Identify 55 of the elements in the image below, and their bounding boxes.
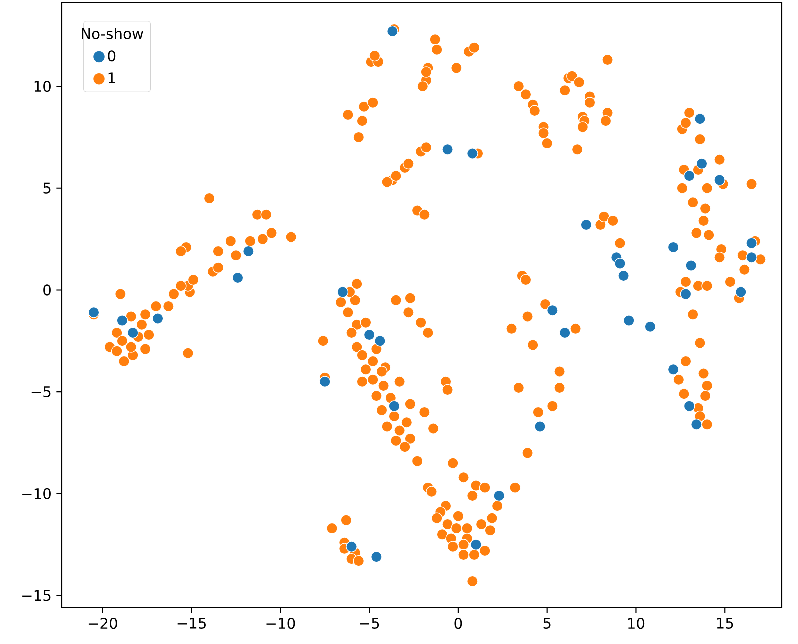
point — [680, 288, 692, 300]
y-tick-label: −15 — [22, 590, 51, 602]
x-tick-label: −15 — [178, 618, 206, 629]
y-tick-label: −10 — [22, 488, 51, 500]
point — [623, 315, 635, 326]
point — [467, 148, 478, 160]
point — [559, 327, 571, 339]
x-tick-label: −20 — [88, 618, 118, 630]
point — [668, 242, 680, 254]
y-tick-label: 0 — [44, 284, 51, 296]
point — [644, 321, 656, 333]
x-tick-label: 15 — [717, 618, 734, 629]
point — [152, 313, 164, 324]
point — [694, 113, 706, 125]
point — [494, 490, 506, 502]
point — [684, 170, 696, 182]
point — [696, 158, 708, 170]
x-tick-label: 10 — [628, 618, 645, 630]
y-tick-label: 5 — [44, 182, 51, 194]
point — [684, 400, 696, 412]
legend-label: 1 — [108, 72, 116, 84]
point — [442, 144, 454, 156]
x-tick-label: −5 — [360, 618, 380, 629]
point — [346, 541, 358, 553]
legend-title: No-show — [82, 28, 144, 40]
x-tick-label: −10 — [266, 618, 296, 630]
point — [618, 270, 630, 282]
point — [686, 260, 698, 272]
point — [547, 304, 558, 316]
point — [371, 551, 382, 563]
point — [668, 364, 680, 376]
point — [364, 329, 376, 341]
point — [580, 219, 592, 231]
y-tick-label: −5 — [32, 386, 51, 398]
point — [388, 400, 400, 412]
x-tick-label: 0 — [454, 618, 462, 630]
legend-label: 0 — [108, 50, 116, 62]
point — [232, 272, 244, 284]
point — [614, 258, 626, 270]
point — [735, 286, 747, 298]
point — [470, 539, 482, 551]
y-tick-label: 10 — [34, 80, 51, 92]
point — [534, 421, 546, 432]
point — [243, 246, 254, 258]
point — [374, 335, 386, 347]
point — [746, 252, 758, 264]
point — [127, 327, 139, 339]
point — [714, 174, 726, 186]
point — [337, 286, 349, 298]
x-tick-label: 5 — [544, 618, 551, 629]
point — [319, 376, 331, 388]
point — [116, 315, 128, 326]
point — [746, 238, 758, 250]
point — [88, 306, 100, 318]
point — [691, 419, 702, 430]
